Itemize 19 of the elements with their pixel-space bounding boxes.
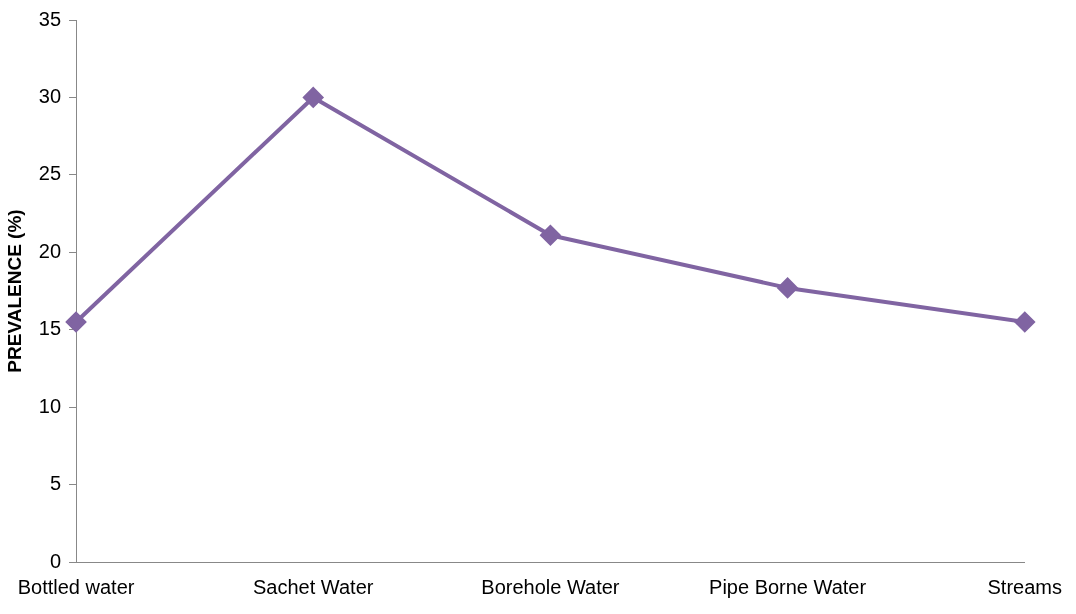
point (66, 311, 87, 332)
point (303, 87, 324, 108)
y-tick-label: 20 (38, 239, 62, 262)
x-tick-label: Borehole Water (481, 575, 620, 598)
x-tick-label: Sachet Water (253, 575, 374, 598)
y-tick-label: 35 (38, 7, 62, 30)
y-axis-title: PREVALENCE (%) (3, 209, 25, 373)
y-tick-label: 30 (38, 84, 62, 107)
y-tick-label: 25 (38, 162, 62, 185)
point (777, 277, 798, 298)
y-tick-label: 0 (49, 549, 62, 572)
point (540, 225, 561, 246)
x-tick-label: Bottled water (17, 575, 135, 598)
x-tick-label: Streams (987, 575, 1062, 598)
y-tick-label: 5 (49, 472, 62, 495)
y-tick-label: 15 (38, 317, 62, 340)
y-tick-label: 10 (38, 394, 62, 417)
x-tick-label: Pipe Borne Water (709, 575, 867, 598)
point (1014, 311, 1035, 332)
